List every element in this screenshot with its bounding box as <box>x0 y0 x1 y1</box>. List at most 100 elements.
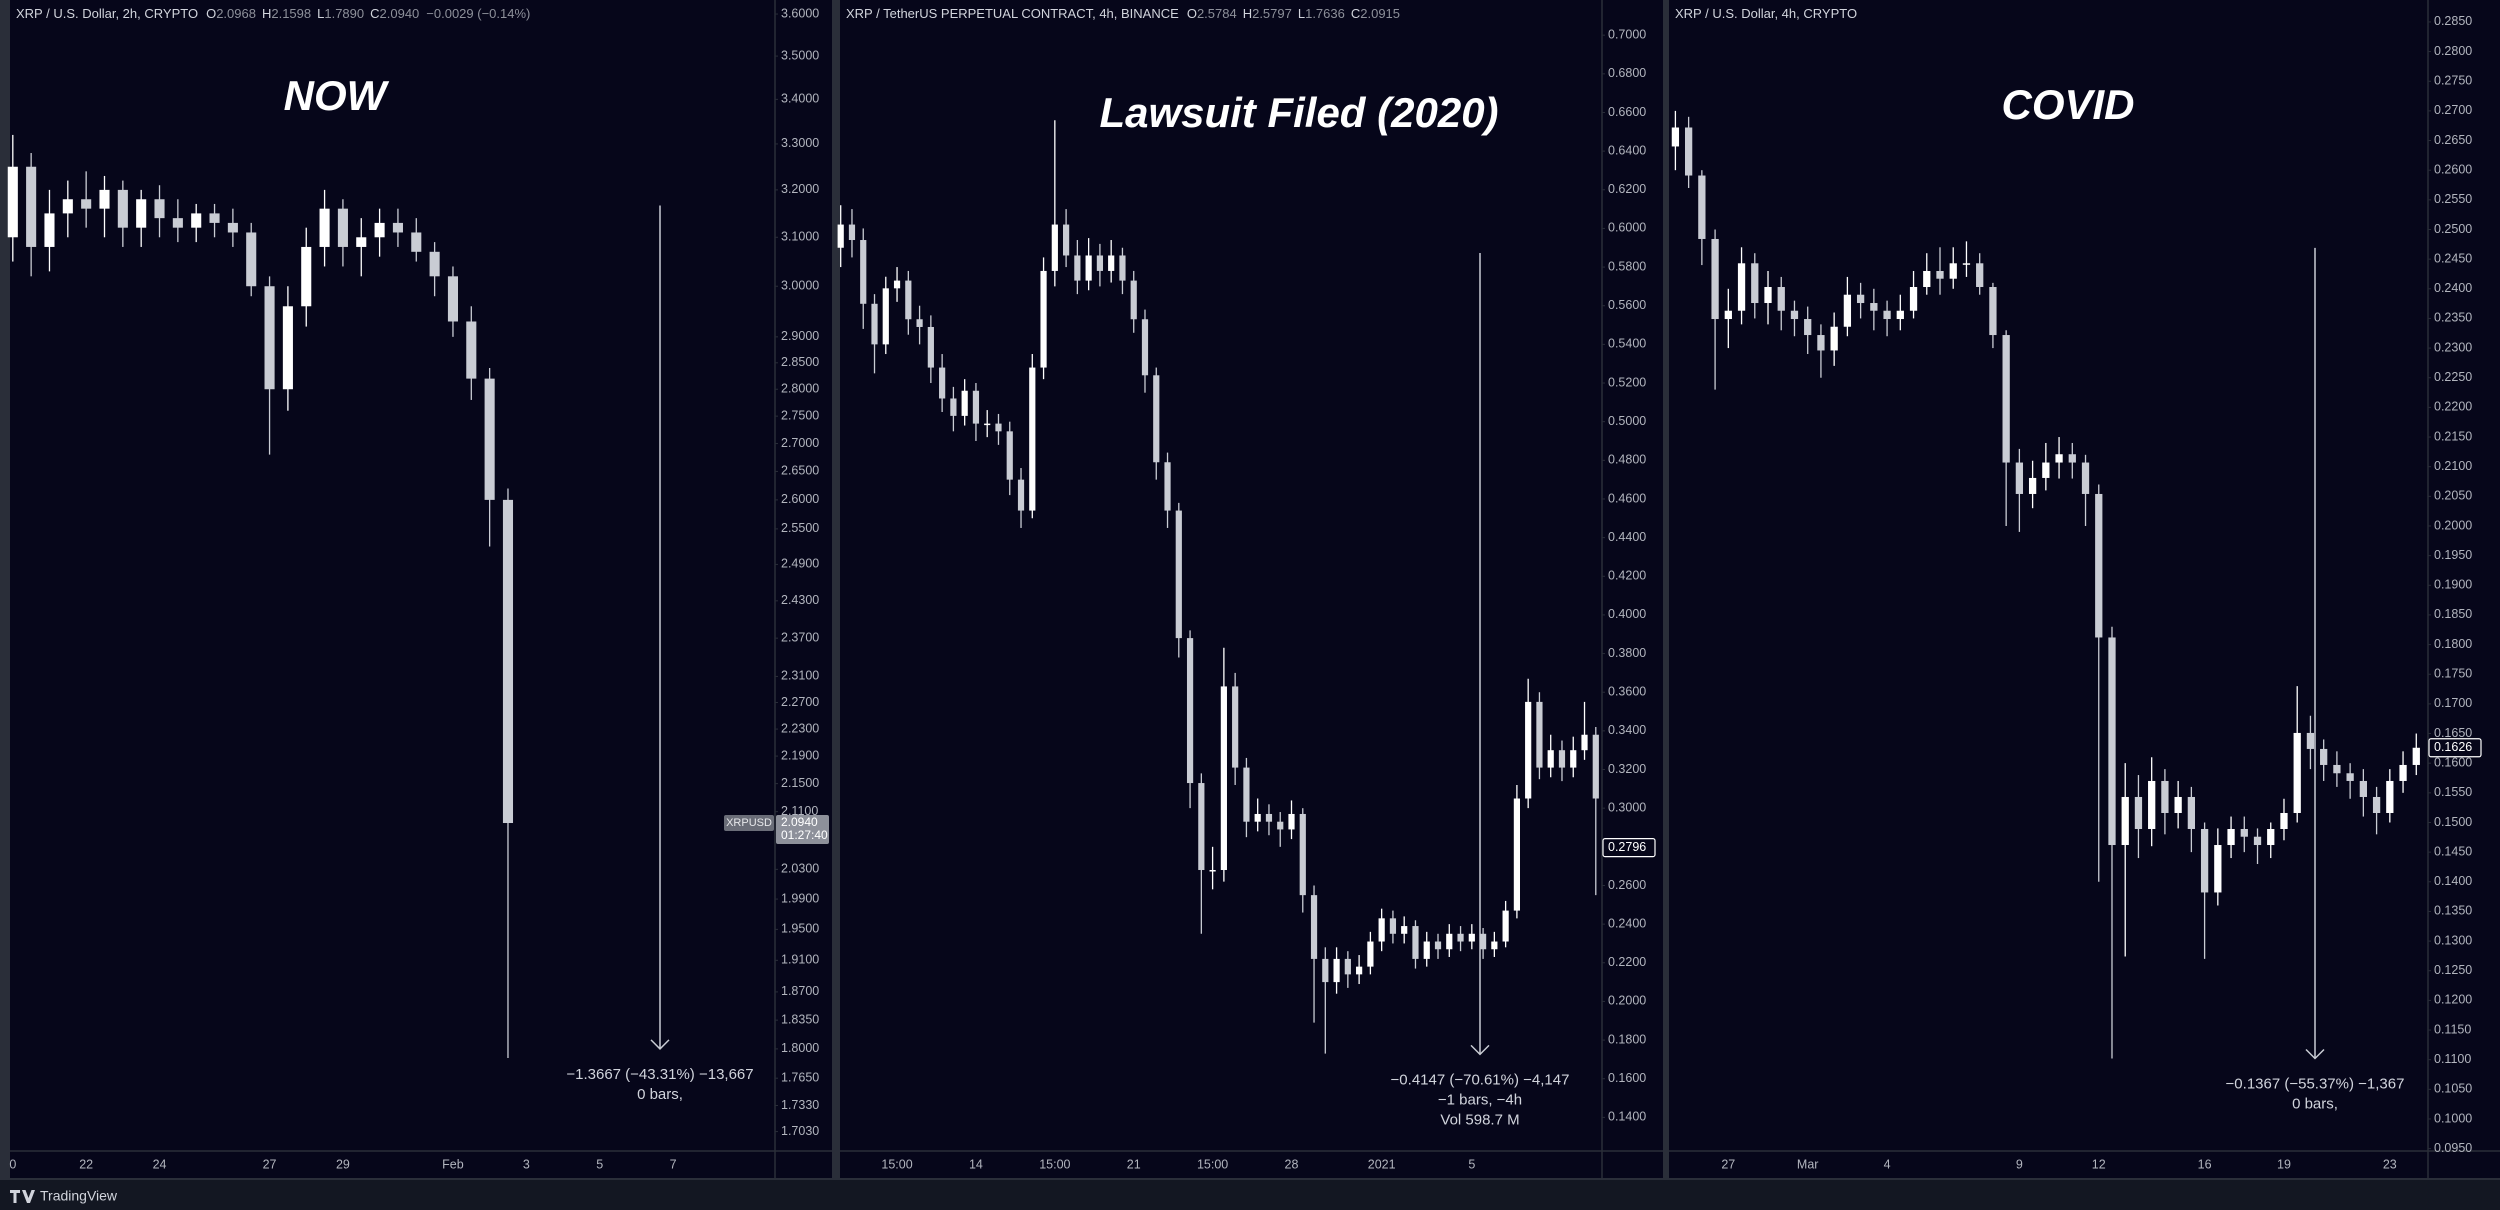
candle-body <box>7 166 18 238</box>
y-tick-label: 2.9000 <box>781 329 819 343</box>
candle-body <box>1164 462 1171 511</box>
x-tick-label: 15:00 <box>1039 1157 1070 1171</box>
x-tick-label: 19 <box>2277 1157 2291 1171</box>
y-tick-label: 0.1050 <box>2434 1082 2472 1096</box>
candle-body <box>246 232 257 287</box>
y-tick-label: 0.2450 <box>2434 251 2472 265</box>
candle-body <box>1040 270 1047 368</box>
y-tick-label: 0.5200 <box>1608 375 1646 389</box>
y-tick-label: 0.2550 <box>2434 192 2472 206</box>
candle-body <box>2346 773 2354 781</box>
candle-body <box>172 218 183 228</box>
candle-body <box>466 321 477 379</box>
y-tick-label: 1.9500 <box>781 922 819 936</box>
candle-body <box>117 189 128 228</box>
candle-body <box>893 280 901 289</box>
symbol-tag <box>724 815 774 832</box>
candle-body <box>1491 941 1498 950</box>
panel-background <box>1669 0 2500 1178</box>
y-tick-label: 0.2800 <box>2434 44 2472 58</box>
candle-body <box>429 251 440 277</box>
y-tick-label: 0.5400 <box>1608 337 1646 351</box>
candle-body <box>484 378 495 500</box>
candle-body <box>837 224 844 248</box>
x-tick-label: 0 <box>9 1157 16 1171</box>
countdown-label: 01:27:40 <box>781 828 828 842</box>
x-tick-label: Feb <box>442 1157 464 1171</box>
candle-body <box>848 224 856 241</box>
candle-body <box>81 199 92 209</box>
footer-bar <box>0 1180 2500 1210</box>
candle-body <box>1367 941 1374 967</box>
y-tick-label: 2.6500 <box>781 464 819 478</box>
candle-body <box>1378 918 1385 942</box>
y-tick-label: 2.7000 <box>781 436 819 450</box>
ohlc-value: 2.0915 <box>1360 6 1400 21</box>
y-tick-label: 1.7330 <box>781 1098 819 1112</box>
x-tick-label: 27 <box>1721 1157 1735 1171</box>
x-tick-label: 14 <box>969 1157 983 1171</box>
y-tick-label: 0.2400 <box>1608 916 1646 930</box>
candle-body <box>264 286 275 390</box>
y-tick-label: 0.1650 <box>2434 726 2472 740</box>
candle-body <box>950 398 957 416</box>
candle-body <box>2267 829 2275 846</box>
y-tick-label: 0.3400 <box>1608 723 1646 737</box>
y-tick-label: 0.4000 <box>1608 607 1646 621</box>
chart-title: Lawsuit Filed (2020) <box>1099 89 1498 136</box>
candle-body <box>1570 750 1577 768</box>
y-tick-label: 2.1500 <box>781 776 819 790</box>
candle-body <box>1333 958 1340 983</box>
candle-body <box>1412 926 1419 959</box>
ohlc-value: 1.7890 <box>324 6 364 21</box>
symbol-legend: XRP / U.S. Dollar, 2h, CRYPTO O2.0968 H2.1… <box>16 6 530 21</box>
candle-body <box>995 423 1002 432</box>
candle-body <box>2002 335 2010 463</box>
candle-body <box>961 390 968 416</box>
candle-body <box>154 199 165 219</box>
candle-body <box>1198 783 1205 871</box>
candle-body <box>927 326 934 368</box>
candle-body <box>1581 734 1588 751</box>
candle-body <box>1536 701 1543 768</box>
y-tick-label: 2.3100 <box>781 669 819 683</box>
candle-body <box>1085 255 1092 281</box>
candle-body <box>1671 127 1680 147</box>
y-tick-label: 0.6600 <box>1608 105 1646 119</box>
y-tick-label: 2.1900 <box>781 748 819 762</box>
candle-body <box>1119 255 1126 281</box>
candle-body <box>1299 813 1306 896</box>
candle-body <box>2015 462 2024 494</box>
candle-body <box>2095 493 2103 638</box>
candle-body <box>1063 224 1070 256</box>
y-tick-label: 0.2150 <box>2434 429 2472 443</box>
y-tick-label: 2.4900 <box>781 557 819 571</box>
measure-label: Vol 598.7 M <box>1440 1111 1519 1128</box>
x-tick-label: 12 <box>2092 1157 2106 1171</box>
y-tick-label: 2.2700 <box>781 695 819 709</box>
candle-body <box>1751 263 1759 304</box>
candle-body <box>2108 637 2116 846</box>
candle-body <box>2240 829 2248 837</box>
y-tick-label: 0.4600 <box>1608 491 1646 505</box>
x-tick-label: 3 <box>523 1157 530 1171</box>
candle-body <box>1896 310 1904 320</box>
candle-body <box>1502 910 1509 942</box>
price-tag <box>2428 738 2482 758</box>
y-tick-label: 0.2200 <box>2434 400 2472 414</box>
candle-body <box>1322 958 1329 983</box>
x-tick-label: Mar <box>1797 1157 1819 1171</box>
x-tick-label: 29 <box>336 1157 350 1171</box>
y-tick-label: 2.5500 <box>781 521 819 535</box>
y-tick-label: 0.6200 <box>1608 182 1646 196</box>
measure-label: −1.3667 (−43.31%) −13,667 <box>566 1066 753 1083</box>
y-tick-label: 0.2600 <box>1608 878 1646 892</box>
candle-body <box>1817 335 1825 351</box>
candle-body <box>2042 462 2050 478</box>
candle-body <box>1698 175 1706 239</box>
candle-body <box>2359 780 2367 797</box>
brand-name: TradingView <box>40 1188 118 1204</box>
y-tick-label: 0.6000 <box>1608 221 1646 235</box>
candle-body <box>1017 479 1025 511</box>
y-tick-label: 0.1750 <box>2434 667 2472 681</box>
